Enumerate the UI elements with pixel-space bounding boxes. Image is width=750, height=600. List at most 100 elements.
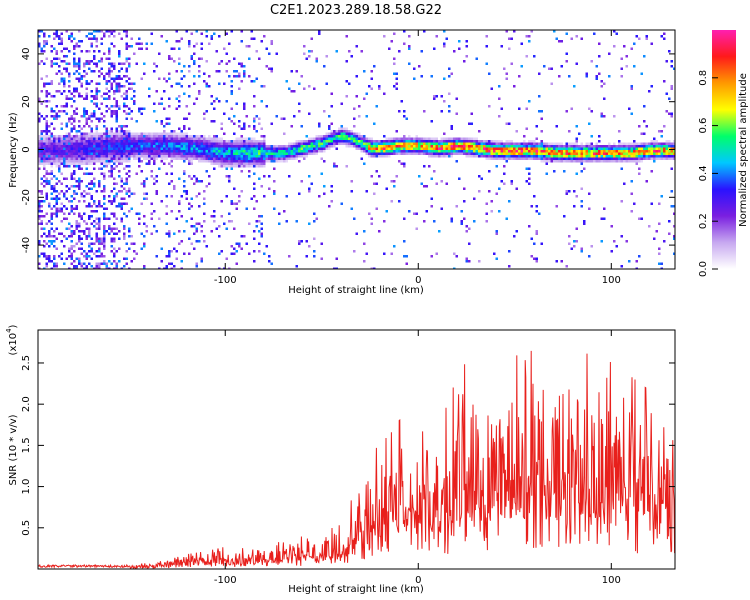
heatmap-cell	[370, 87, 373, 90]
heatmap-cell	[133, 137, 136, 140]
heatmap-cell	[80, 127, 83, 130]
heatmap-cell	[535, 257, 538, 260]
heatmap-cell	[273, 190, 276, 193]
heatmap-cell	[68, 250, 71, 253]
heatmap-cell	[113, 232, 116, 235]
heatmap-cell	[373, 155, 376, 158]
heatmap-cell	[160, 140, 163, 143]
heatmap-cell	[193, 140, 196, 143]
heatmap-cell	[238, 147, 241, 150]
heatmap-cell	[245, 162, 248, 165]
heatmap-cell	[283, 147, 286, 150]
heatmap-cell	[55, 140, 58, 143]
heatmap-cell	[525, 55, 528, 58]
heatmap-cell	[405, 152, 408, 155]
heatmap-cell	[210, 160, 213, 163]
heatmap-cell	[325, 82, 328, 85]
heatmap-cell	[253, 142, 256, 145]
heatmap-cell	[325, 145, 328, 148]
heatmap-cell	[463, 147, 466, 150]
heatmap-cell	[118, 155, 121, 158]
heatmap-cell	[270, 157, 273, 160]
heatmap-cell	[648, 152, 651, 155]
heatmap-cell	[75, 142, 78, 145]
heatmap-cell	[203, 72, 206, 75]
heatmap-cell	[303, 87, 306, 90]
heatmap-cell	[140, 152, 143, 155]
heatmap-cell	[75, 42, 78, 45]
heatmap-cell	[63, 235, 66, 238]
heatmap-cell	[93, 252, 96, 255]
heatmap-cell	[560, 157, 563, 160]
heatmap-cell	[83, 195, 86, 198]
heatmap-cell	[388, 152, 391, 155]
heatmap-cell	[460, 140, 463, 143]
heatmap-cell	[68, 117, 71, 120]
heatmap-cell	[528, 167, 531, 170]
heatmap-cell	[435, 252, 438, 255]
heatmap-cell	[243, 160, 246, 163]
heatmap-cell	[165, 132, 168, 135]
heatmap-cell	[203, 80, 206, 83]
heatmap-cell	[110, 130, 113, 133]
heatmap-cell	[615, 150, 618, 153]
y-tick-label: 2.5	[21, 355, 32, 371]
heatmap-cell	[390, 152, 393, 155]
heatmap-cell	[208, 85, 211, 88]
heatmap-cell	[40, 235, 43, 238]
heatmap-cell	[405, 147, 408, 150]
heatmap-cell	[420, 75, 423, 78]
heatmap-cell	[118, 50, 121, 53]
heatmap-cell	[643, 55, 646, 58]
heatmap-cell	[53, 37, 56, 40]
heatmap-cell	[53, 187, 56, 190]
heatmap-cell	[153, 145, 156, 148]
heatmap-cell	[38, 205, 41, 208]
heatmap-cell	[590, 145, 593, 148]
heatmap-cell	[180, 150, 183, 153]
heatmap-cell	[225, 150, 228, 153]
heatmap-cell	[503, 182, 506, 185]
heatmap-cell	[98, 262, 101, 265]
heatmap-cell	[420, 142, 423, 145]
heatmap-cell	[125, 182, 128, 185]
heatmap-cell	[208, 140, 211, 143]
heatmap-cell	[173, 152, 176, 155]
heatmap-cell	[270, 155, 273, 158]
heatmap-cell	[273, 180, 276, 183]
heatmap-cell	[88, 262, 91, 265]
heatmap-cell	[665, 142, 668, 145]
heatmap-cell	[58, 192, 61, 195]
heatmap-cell	[398, 140, 401, 143]
heatmap-cell	[448, 105, 451, 108]
heatmap-cell	[575, 160, 578, 163]
heatmap-cell	[580, 200, 583, 203]
heatmap-cell	[403, 152, 406, 155]
heatmap-cell	[140, 150, 143, 153]
heatmap-cell	[143, 235, 146, 238]
heatmap-cell	[50, 170, 53, 173]
heatmap-cell	[115, 127, 118, 130]
heatmap-cell	[528, 172, 531, 175]
heatmap-cell	[193, 145, 196, 148]
heatmap-cell	[393, 145, 396, 148]
heatmap-cell	[120, 162, 123, 165]
heatmap-cell	[98, 200, 101, 203]
heatmap-cell	[323, 185, 326, 188]
heatmap-cell	[178, 155, 181, 158]
heatmap-cell	[50, 50, 53, 53]
heatmap-cell	[450, 140, 453, 143]
heatmap-cell	[55, 227, 58, 230]
heatmap-cell	[273, 160, 276, 163]
heatmap-cell	[50, 122, 53, 125]
heatmap-cell	[658, 222, 661, 225]
heatmap-cell	[618, 130, 621, 133]
heatmap-cell	[210, 35, 213, 38]
heatmap-cell	[133, 135, 136, 138]
heatmap-cell	[73, 112, 76, 115]
heatmap-cell	[660, 35, 663, 38]
heatmap-cell	[115, 100, 118, 103]
heatmap-cell	[480, 140, 483, 143]
heatmap-cell	[193, 247, 196, 250]
heatmap-cell	[125, 125, 128, 128]
